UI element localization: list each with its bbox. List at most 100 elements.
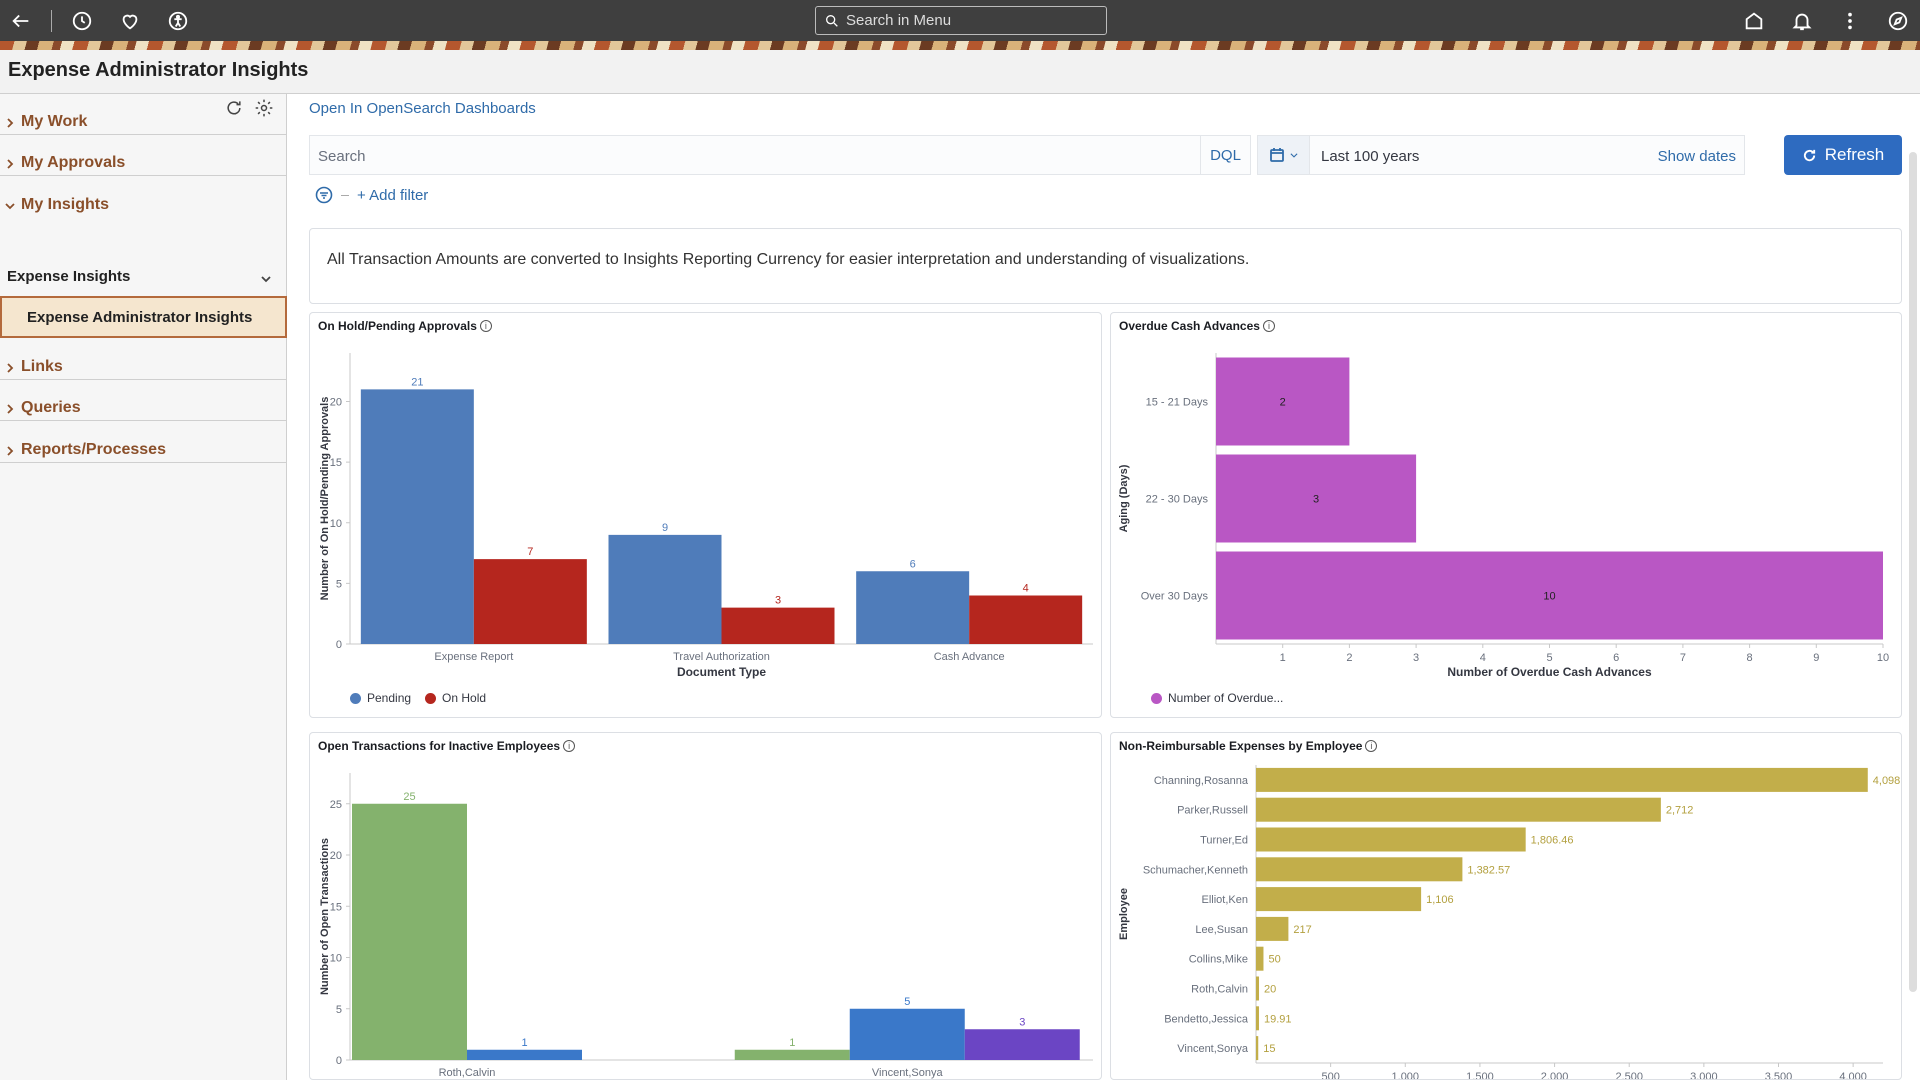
sidebar-item-my-work[interactable]: My Work — [0, 109, 287, 135]
chart-on-hold-pending: 0 5 10 15 20 21 7 Expense Report 9 3 Travel Author… — [319, 353, 1093, 679]
y-tick-label: Turner,Ed — [1200, 835, 1248, 847]
home-icon[interactable] — [1741, 8, 1767, 34]
sidebar-item-reports-processes[interactable]: Reports/Processes — [0, 437, 287, 463]
x-axis-title: Number of Overdue Cash Advances — [1447, 665, 1652, 679]
y-axis-title: Number of Open Transactions — [319, 838, 331, 995]
history-icon[interactable] — [69, 8, 95, 34]
page-title: Expense Administrator Insights — [8, 59, 309, 81]
back-arrow-icon[interactable] — [8, 8, 34, 34]
chevron-right-icon — [4, 157, 16, 169]
page-scrollbar[interactable] — [1909, 152, 1917, 992]
refresh-icon — [1803, 149, 1815, 161]
y-tick-label: 20 — [330, 850, 342, 862]
data-label: 50 — [1268, 954, 1280, 966]
y-tick-label: 0 — [336, 1055, 342, 1067]
bar-pending — [360, 389, 474, 644]
bar-on-hold — [473, 559, 587, 644]
chart-overdue-cash-advances: 1 2 3 4 5 6 7 8 9 10 2 15 - 21 Days 3 22 - 30 Days 10 O… — [1118, 353, 1889, 679]
y-tick-label: Collins,Mike — [1189, 954, 1248, 966]
bar-pending — [856, 571, 970, 644]
x-tick-label: 1,000 — [1392, 1071, 1420, 1080]
bar-purple — [964, 1029, 1080, 1060]
sidebar-item-label: Expense Administrator Insights — [27, 308, 253, 326]
x-tick-label: 8 — [1747, 652, 1753, 664]
refresh-button-label: Refresh — [1824, 145, 1885, 164]
y-tick-label: Schumacher,Kenneth — [1143, 864, 1248, 876]
x-axis-title: Document Type — [677, 665, 766, 679]
sidebar-item-expense-administrator-insights[interactable]: Expense Administrator Insights — [0, 296, 287, 338]
info-icon[interactable]: i — [1365, 740, 1378, 752]
filter-options-icon[interactable] — [315, 186, 333, 204]
legend-item-overdue[interactable]: Number of Overdue... — [1151, 691, 1283, 705]
x-tick-label: 2 — [1346, 652, 1352, 664]
navigator-icon[interactable] — [1885, 8, 1911, 34]
bar-on-hold — [969, 595, 1083, 644]
y-tick-label: 15 — [330, 457, 342, 469]
open-in-opensearch-link[interactable]: Open In OpenSearch Dashboards — [309, 100, 536, 117]
sidebar-item-my-approvals[interactable]: My Approvals — [0, 150, 287, 176]
sidebar-item-queries[interactable]: Queries — [0, 395, 287, 421]
search-icon — [826, 14, 838, 27]
info-icon[interactable]: i — [479, 320, 492, 332]
chart-title: Non-Reimbursable Expenses by Employee — [1119, 739, 1363, 753]
x-tick-label: 4,000 — [1839, 1071, 1867, 1080]
sidebar-tools — [224, 98, 274, 118]
show-dates-button[interactable]: Show dates — [1657, 148, 1736, 165]
y-tick-label: 15 — [330, 901, 342, 913]
legend-label: Pending — [367, 691, 412, 705]
data-label: 2 — [1280, 397, 1286, 409]
x-tick-label: Cash Advance — [934, 651, 1005, 663]
sidebar-group-expense-insights[interactable]: Expense Insights — [0, 262, 287, 290]
accessibility-icon[interactable] — [165, 8, 191, 34]
sidebar: My Work My Approvals My Insights Expense… — [0, 94, 287, 1080]
dql-toggle-button[interactable]: DQL — [1200, 136, 1250, 174]
date-picker[interactable]: Last 100 years Show dates — [1257, 135, 1745, 175]
legend-item-on-hold[interactable]: On Hold — [425, 691, 486, 705]
query-search-field[interactable]: Search DQL — [309, 135, 1251, 175]
bar-overdue — [1216, 551, 1883, 640]
info-icon[interactable]: i — [1262, 320, 1275, 332]
sidebar-item-links[interactable]: Links — [0, 354, 287, 380]
refresh-icon[interactable] — [224, 98, 244, 118]
bar-non-reimbursable — [1256, 767, 1868, 792]
search-in-menu-field[interactable]: Search in Menu — [815, 6, 1107, 35]
sidebar-item-label: My Insights — [21, 196, 110, 213]
y-tick-label: 10 — [330, 953, 342, 965]
y-tick-label: 25 — [330, 799, 342, 811]
x-tick-label: Roth,Calvin — [439, 1067, 496, 1079]
x-tick-label: 6 — [1613, 652, 1619, 664]
bar-overdue — [1216, 357, 1350, 446]
filter-row: + Add filter — [315, 186, 428, 204]
data-label: 3 — [1313, 494, 1319, 506]
add-filter-button[interactable]: + Add filter — [357, 186, 429, 204]
x-tick-label: 9 — [1813, 652, 1819, 664]
gear-icon[interactable] — [254, 98, 274, 118]
favorites-icon[interactable] — [117, 8, 143, 34]
x-tick-label: 500 — [1321, 1071, 1339, 1080]
date-quick-menu-button[interactable] — [1258, 136, 1310, 174]
y-tick-label: Roth,Calvin — [1191, 984, 1248, 996]
panel-title: Open Transactions for Inactive Employees… — [318, 739, 576, 753]
sidebar-item-label: My Work — [21, 112, 88, 130]
y-axis-title: Number of On Hold/Pending Approvals — [319, 397, 331, 601]
date-range-value: Last 100 years — [1321, 148, 1420, 165]
x-tick-label: 10 — [1877, 652, 1889, 664]
bar-overdue — [1216, 454, 1417, 543]
actions-menu-icon[interactable] — [1837, 8, 1863, 34]
y-tick-label: Vincent,Sonya — [1177, 1043, 1249, 1055]
data-label: 217 — [1293, 924, 1311, 936]
info-icon[interactable]: i — [563, 740, 576, 752]
legend-item-pending[interactable]: Pending — [350, 691, 411, 705]
chart-legend: Pending On Hold — [350, 691, 486, 705]
x-tick-label: 1 — [1280, 652, 1286, 664]
chevron-right-icon — [4, 116, 16, 128]
legend-label: On Hold — [442, 691, 487, 705]
x-tick-label: 3,500 — [1765, 1071, 1793, 1080]
info-panel: All Transaction Amounts are converted to… — [309, 228, 1902, 304]
bar-pending — [608, 534, 722, 644]
notifications-icon[interactable] — [1789, 8, 1815, 34]
data-label: 2,712 — [1666, 805, 1694, 817]
sidebar-item-my-insights[interactable]: My Insights — [0, 192, 287, 218]
refresh-button[interactable]: Refresh — [1784, 135, 1902, 175]
x-tick-label: 7 — [1680, 652, 1686, 664]
